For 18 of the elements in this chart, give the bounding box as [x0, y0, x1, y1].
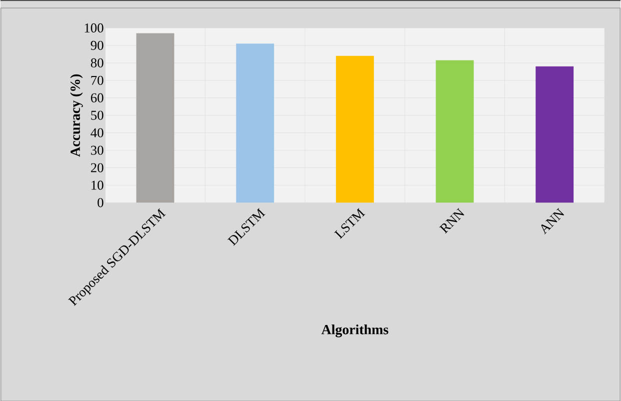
- y-tick-label: 10: [92, 180, 104, 190]
- y-tick-label: 20: [90, 163, 104, 172]
- y-tick-label: 90: [90, 40, 104, 50]
- bar: [136, 33, 174, 203]
- y-tick-label: 40: [90, 128, 104, 138]
- x-axis-title: Algorithms: [321, 324, 388, 338]
- bar: [536, 66, 574, 203]
- bar: [436, 60, 474, 203]
- y-tick-label: 80: [90, 58, 104, 68]
- y-tick-label: 70: [91, 76, 104, 85]
- bar: [336, 56, 374, 203]
- y-tick-label: 100: [84, 23, 104, 32]
- y-tick-label: 30: [91, 146, 104, 155]
- bar: [236, 44, 274, 203]
- y-axis-title: Accuracy (%): [70, 74, 83, 157]
- y-tick-label: 0: [98, 198, 104, 208]
- y-tick-label: 50: [91, 110, 104, 120]
- y-tick-label: 60: [90, 93, 104, 102]
